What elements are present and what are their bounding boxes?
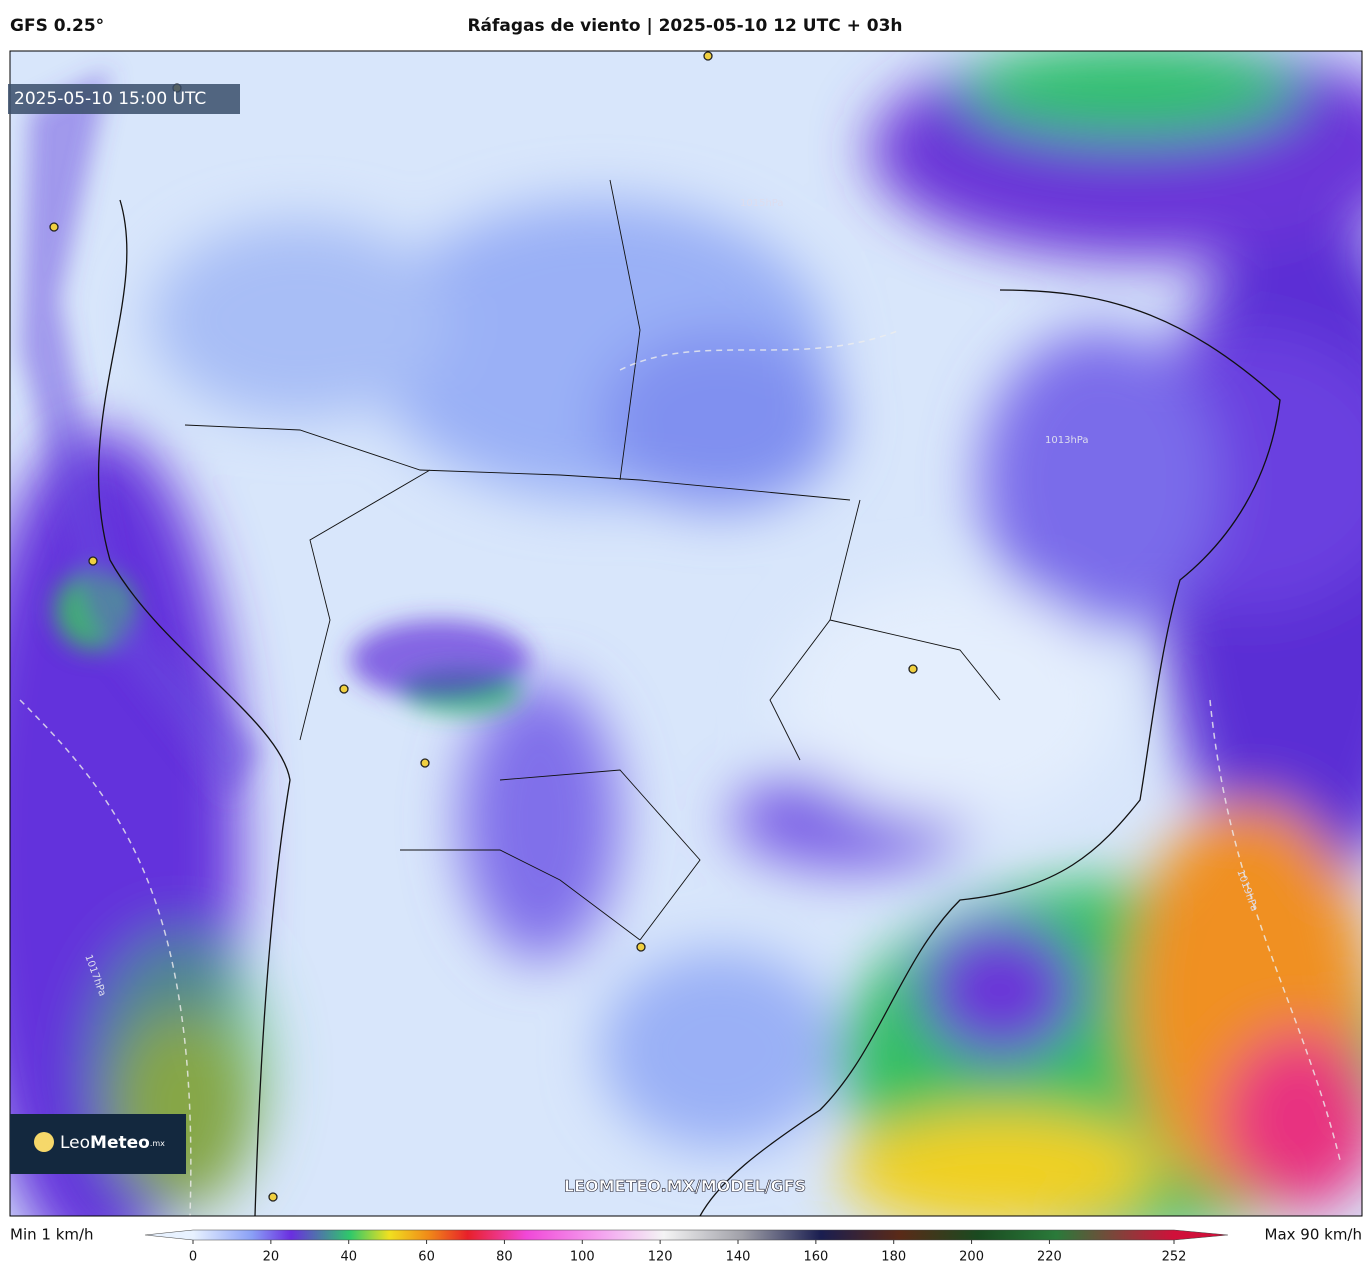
- colorbar-ticks: 0 20 40 60 80 100 120 140 160 180 200 220 252: [189, 1240, 1187, 1265]
- colorbar-tick-label: 40: [340, 1250, 357, 1265]
- colorbar-tick-label: 20: [263, 1250, 280, 1265]
- title: Ráfagas de viento | 2025-05-10 12 UTC + …: [467, 16, 902, 36]
- isobar-label: 1013hPa: [1045, 435, 1089, 446]
- colorbar-tick-label: 140: [726, 1250, 751, 1265]
- isobar-label: 1015hPa: [740, 198, 784, 209]
- colorbar-tick-label: 220: [1037, 1250, 1062, 1265]
- watermark: LEOMETEO.MX/MODEL/GFS: [564, 1177, 806, 1196]
- colorbar: [144, 1229, 1229, 1241]
- colorbar-tick-label: 180: [881, 1250, 906, 1265]
- colorbar-tick-label: 252: [1162, 1250, 1187, 1265]
- colorbar-tick-label: 200: [959, 1250, 984, 1265]
- valid-time: 2025-05-10 15:00 UTC: [14, 89, 206, 109]
- colorbar-tick-label: 100: [570, 1250, 595, 1265]
- colorbar-tick-label: 80: [496, 1250, 513, 1265]
- colorbar-min: Min 1 km/h: [10, 1226, 94, 1244]
- logo: LeoMeteo.mx: [60, 1133, 165, 1153]
- time-badge: [8, 84, 240, 114]
- map: 1015hPa 1013hPa 1017hPa 1019hPa LEOMETEO…: [10, 51, 1362, 1216]
- logo-sun: [34, 1132, 54, 1152]
- colorbar-max: Max 90 km/h: [1265, 1226, 1363, 1244]
- colorbar-tick-label: 0: [189, 1250, 197, 1265]
- model-label: GFS 0.25°: [10, 16, 104, 36]
- colorbar-tick-label: 120: [648, 1250, 673, 1265]
- colorbar-tick-label: 60: [418, 1250, 435, 1265]
- colorbar-tick-label: 160: [803, 1250, 828, 1265]
